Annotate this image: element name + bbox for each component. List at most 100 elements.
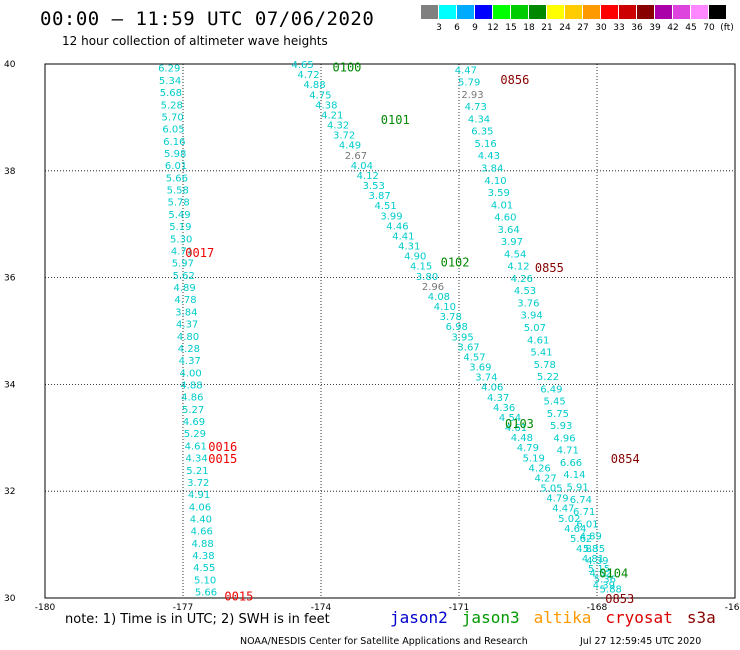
wave-height-value: 6.98: [446, 322, 468, 333]
wave-height-value: 4.79: [546, 494, 568, 505]
legend-swatch: [511, 5, 528, 19]
wave-height-value: 5.62: [173, 271, 195, 282]
wave-height-value: 5.93: [550, 421, 572, 432]
legend-label: 42: [667, 23, 679, 33]
wave-height-value: 5.41: [530, 348, 552, 359]
wave-height-value: 4.12: [357, 171, 379, 182]
legend-label: 33: [613, 23, 625, 33]
wave-height-value: 5.16: [474, 139, 496, 150]
wave-height-value: 5.62: [570, 534, 592, 545]
wave-height-value: 4.34: [185, 454, 207, 465]
pass-time-label: 0017: [185, 246, 214, 260]
wave-height-value: 4.36: [493, 403, 515, 414]
wave-height-value: 4.37: [179, 356, 201, 367]
wave-height-value: 3.99: [380, 211, 402, 222]
wave-height-value: 4.27: [534, 473, 556, 484]
wave-height-value: 4.08: [428, 292, 450, 303]
wave-height-value: 5.34: [159, 76, 181, 87]
legend-label: 6: [454, 23, 460, 33]
legend-swatch: [529, 5, 546, 19]
x-tick-label: -180: [35, 603, 56, 613]
wave-height-value: 4.43: [478, 151, 500, 162]
wave-height-value: 4.55: [193, 563, 215, 574]
map-grid: [45, 64, 735, 598]
wave-height-value: 4.53: [514, 286, 536, 297]
wave-height-value: 4.32: [327, 121, 349, 132]
wave-height-value: 6.71: [573, 507, 595, 518]
wave-height-value: 4.12: [507, 262, 529, 273]
pass-time-label: 0103: [505, 417, 534, 431]
legend-label: 24: [559, 23, 571, 33]
wave-height-value: 3.64: [497, 225, 519, 236]
legend-swatch: [493, 5, 510, 19]
wave-height-value: 5.19: [523, 453, 545, 464]
wave-height-value: 4.26: [511, 274, 533, 285]
legend-label: 36: [631, 23, 643, 33]
wave-height-value: 3.72: [333, 131, 355, 142]
y-tick-label: 38: [4, 167, 16, 177]
x-tick-label: -177: [173, 603, 193, 613]
wave-height-value: 5.05: [540, 484, 562, 495]
y-tick-label: 40: [4, 60, 16, 70]
time-labels: 0100 0101 0102 0103 0104 0856 0855 0854 0853 0017…: [185, 61, 639, 606]
wave-height-value: 5.70: [161, 112, 183, 123]
wave-height-value: 4.91: [188, 490, 210, 501]
wave-height-value: 4.61: [505, 423, 527, 434]
wave-height-value: 4.00: [179, 368, 201, 379]
wave-height-value: 4.79: [517, 443, 539, 454]
wave-height-value: 3.84: [481, 163, 503, 174]
wave-height-value: 4.06: [189, 502, 211, 513]
legend-swatch: [565, 5, 582, 19]
wave-height-value: 4.47: [455, 65, 477, 76]
wave-height-value: 2.93: [461, 90, 483, 101]
wave-height-value: 4.61: [185, 441, 207, 452]
wave-height-value: 5.66: [166, 173, 188, 184]
wave-height-value: 3.97: [501, 237, 523, 248]
legend-swatch: [583, 5, 600, 19]
wave-height-value: 4.89: [173, 283, 195, 294]
wave-height-value: 4.69: [183, 417, 205, 428]
x-tick-label: -174: [311, 603, 332, 613]
wave-height-value: 4.49: [339, 141, 361, 152]
wave-height-value: 5.78: [167, 198, 189, 209]
footer-credit: NOAA/NESDIS Center for Satellite Applica…: [240, 636, 528, 647]
satellite-key: jason2 jason3 altika cryosat s3a: [390, 608, 730, 627]
track-cryosat-0017-0015: 6.295.345.685.285.706.056.165.986.015.66…: [158, 64, 217, 599]
wave-height-value: 5.07: [524, 323, 546, 334]
wave-height-value: 3.59: [488, 188, 510, 199]
wave-height-value: 4.48: [511, 433, 533, 444]
wave-height-value: 5.22: [537, 372, 559, 383]
wave-height-value: 4.88: [180, 380, 202, 391]
wave-height-value: 3.95: [451, 332, 473, 343]
legend-swatch: [673, 5, 690, 19]
wave-height-value: 5.21: [186, 466, 208, 477]
wave-height-value: 5.49: [168, 210, 190, 221]
track-jason3-0100-0103: 4.654.724.884.754.384.214.323.724.492.67…: [291, 60, 621, 595]
wave-height-value: 4.81: [582, 554, 604, 565]
page-subtitle: 12 hour collection of altimeter wave hei…: [62, 34, 328, 48]
wave-height-value: 4.46: [386, 221, 408, 232]
legend-swatch: [637, 5, 654, 19]
y-tick-label: 30: [4, 594, 16, 604]
wave-height-value: 4.88: [576, 544, 598, 555]
wave-height-value: 4.65: [291, 60, 313, 71]
wave-height-value: 4.39: [586, 556, 608, 567]
wave-height-value: 5.19: [169, 222, 191, 233]
wave-height-value: 4.90: [404, 252, 426, 263]
wave-height-value: 4.66: [191, 527, 213, 538]
wave-height-value: 4.28: [178, 344, 200, 355]
legend-label: 9: [472, 23, 478, 33]
legend-swatch: [439, 5, 456, 19]
x-tick-label: -171: [449, 603, 469, 613]
y-tick-label: 36: [4, 274, 16, 284]
wave-height-value: 5.28: [161, 100, 183, 111]
wave-height-value: 4.38: [192, 551, 214, 562]
legend-label: 27: [577, 23, 589, 33]
legend-label: 18: [523, 23, 535, 33]
pass-time-label: 0854: [611, 452, 640, 466]
pass-time-label: 0101: [381, 113, 410, 127]
wave-height-value: 5.91: [566, 482, 588, 493]
wave-height-value: 6.16: [163, 137, 185, 148]
wave-height-value: 6.01: [576, 519, 598, 530]
wave-height-value: 3.76: [517, 298, 539, 309]
